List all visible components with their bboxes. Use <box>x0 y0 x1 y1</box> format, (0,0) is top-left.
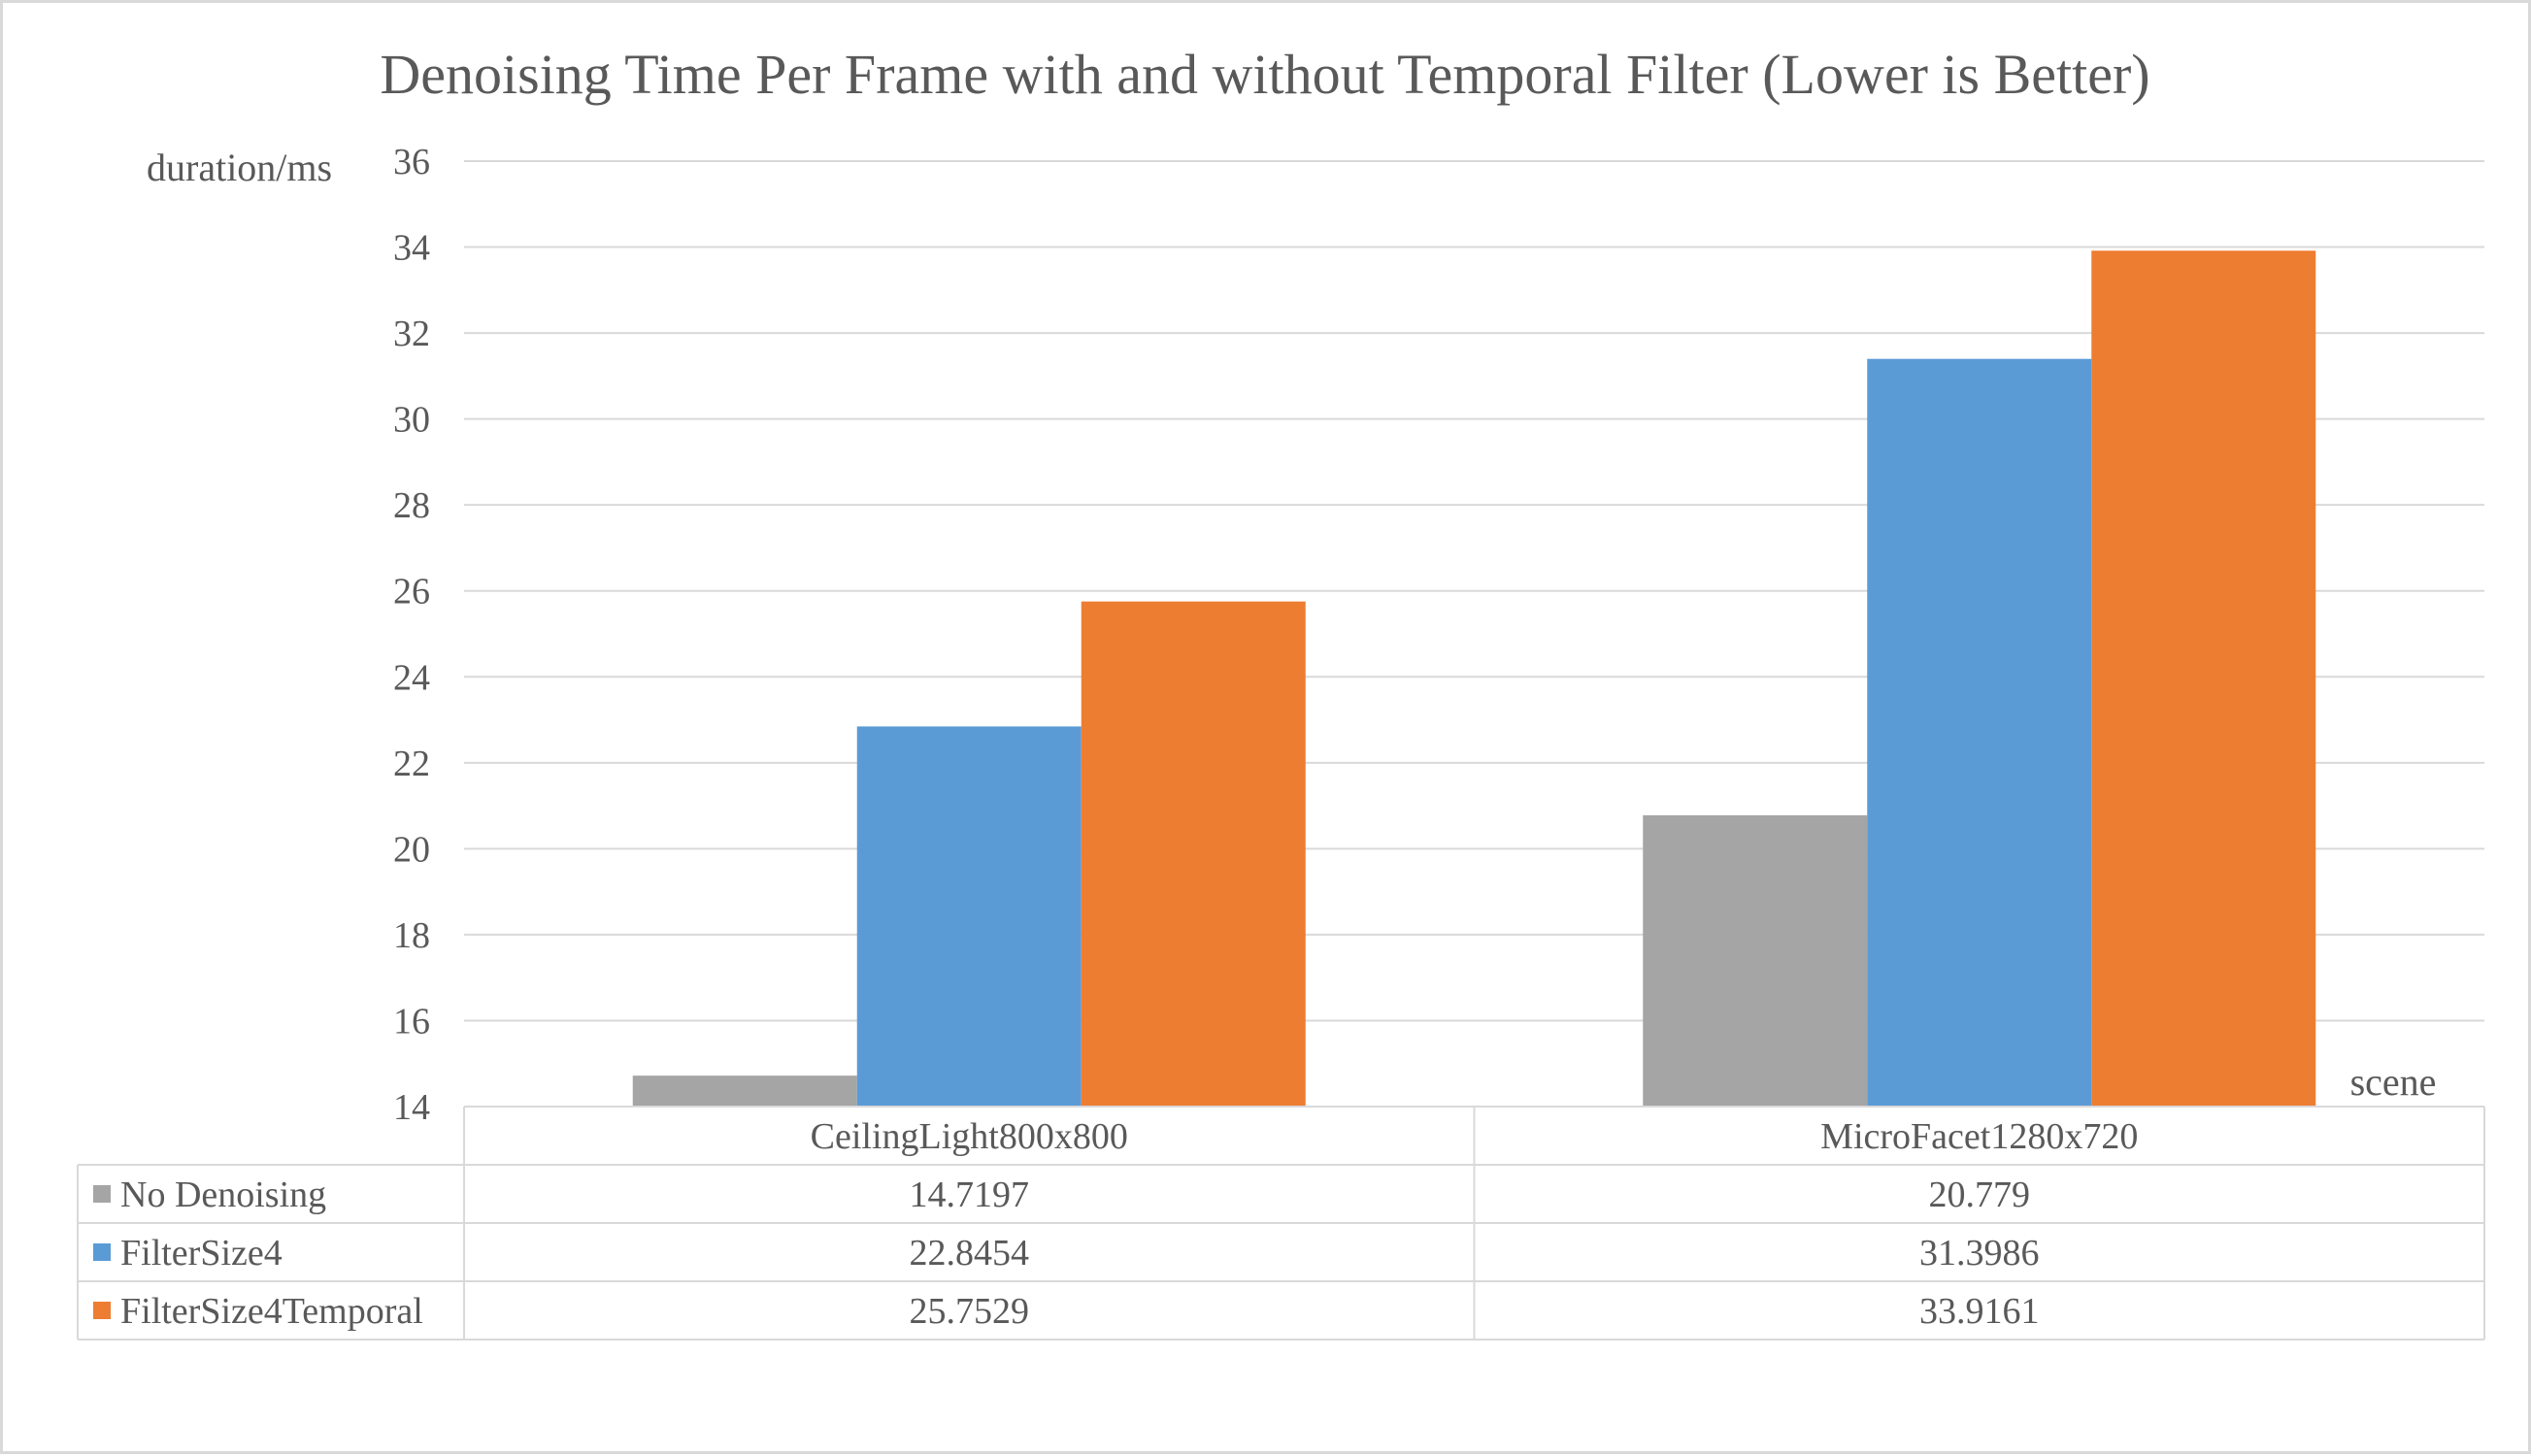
y-tick-label: 22 <box>393 744 430 784</box>
x-tick-label: MicroFacet1280x720 <box>1820 1116 2138 1157</box>
y-tick-label: 36 <box>393 142 430 182</box>
bar <box>2091 250 2316 1107</box>
bar <box>1867 358 2092 1107</box>
y-tick-label: 18 <box>393 915 430 956</box>
bar-chart: Denoising Time Per Frame with and withou… <box>77 43 2485 1340</box>
data-label: 25.7529 <box>910 1291 1030 1332</box>
chart-title: Denoising Time Per Frame with and withou… <box>380 43 2149 106</box>
y-tick-label: 28 <box>393 485 430 526</box>
bar <box>856 726 1082 1107</box>
legend-key <box>93 1243 111 1261</box>
legend-label: FilterSize4Temporal <box>120 1291 423 1332</box>
data-label: 14.7197 <box>910 1175 1030 1215</box>
bars <box>632 250 2316 1107</box>
data-table: CeilingLight800x800 MicroFacet1280x720 No … <box>77 1106 2485 1340</box>
legend-label: FilterSize4 <box>120 1233 283 1274</box>
y-tick-label: 32 <box>393 314 430 354</box>
y-tick-label: 34 <box>393 228 430 269</box>
y-tick-label: 20 <box>393 829 430 870</box>
y-tick-label: 30 <box>393 400 430 441</box>
data-label: 33.9161 <box>1919 1291 2040 1332</box>
y-tick-label: 14 <box>393 1087 430 1128</box>
legend-key <box>93 1185 111 1203</box>
bar <box>1081 601 1306 1107</box>
data-label: 22.8454 <box>910 1233 1030 1274</box>
gridlines <box>464 160 2484 1022</box>
x-tick-label: CeilingLight800x800 <box>811 1116 1128 1157</box>
y-tick-label: 16 <box>393 1001 430 1042</box>
y-tick-label: 24 <box>393 657 430 698</box>
legend-key <box>93 1302 111 1319</box>
y-tick-label: 26 <box>393 572 430 612</box>
data-label: 20.779 <box>1929 1175 2031 1215</box>
x-axis-label: scene <box>2350 1060 2437 1104</box>
data-label: 31.3986 <box>1919 1233 2040 1274</box>
bar <box>632 1075 857 1107</box>
bar <box>1643 814 1868 1107</box>
legend-label: No Denoising <box>120 1175 326 1215</box>
y-axis-ticks: 14 16 18 20 22 24 26 28 30 32 34 36 <box>393 142 430 1128</box>
y-axis-label: duration/ms <box>147 146 332 189</box>
